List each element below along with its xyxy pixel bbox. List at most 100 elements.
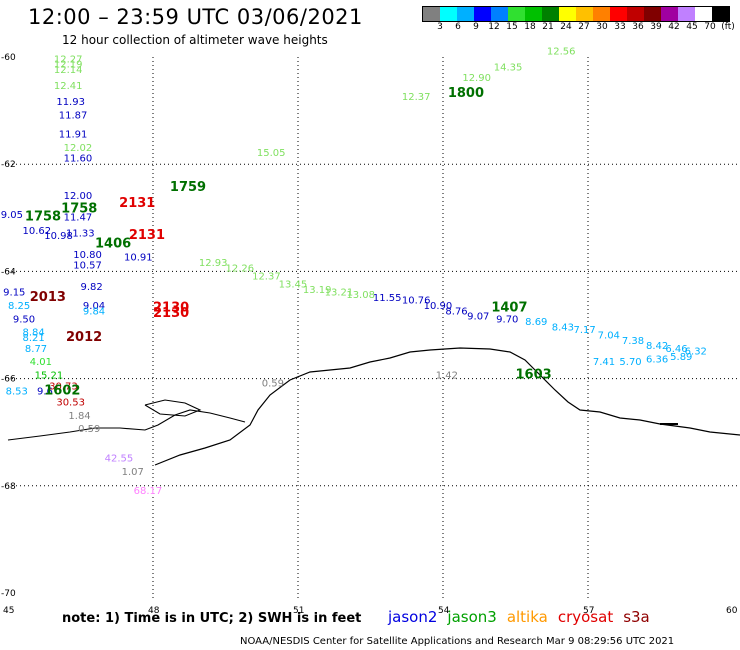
- legend-swatch: [712, 7, 729, 21]
- legend-tick-label: 12: [488, 22, 500, 32]
- wave-height-label: 6.32: [685, 346, 707, 357]
- credit-line: NOAA/NESDIS Center for Satellite Applica…: [240, 636, 675, 647]
- wave-height-label: 6.46: [665, 344, 687, 355]
- pass-times-layer: 1800175917581758213121311406201320122130…: [25, 86, 552, 398]
- legend-tick-label: 36: [632, 22, 644, 32]
- pass-time-label: 1407: [491, 301, 527, 316]
- legend-tick-label: 33: [614, 22, 626, 32]
- footnote: note: 1) Time is in UTC; 2) SWH is in fe…: [62, 611, 362, 626]
- wave-height-label: 8.43: [552, 322, 574, 333]
- wave-height-label: 8.76: [445, 306, 467, 317]
- wave-height-label: 10.57: [73, 261, 102, 272]
- legend-swatch: [423, 7, 440, 21]
- wave-height-label: 11.55: [373, 293, 402, 304]
- satellite-name: jason3: [447, 608, 497, 626]
- wave-height-label: 12.41: [54, 81, 83, 92]
- legend-tick-label: 9: [473, 22, 479, 32]
- lat-tick-label: -64: [1, 267, 16, 277]
- pass-time-label: 2131: [119, 196, 155, 211]
- lat-tick-label: -70: [1, 589, 16, 599]
- legend-tick-label: 30: [596, 22, 608, 32]
- wave-height-label: 10.62: [23, 226, 52, 237]
- wave-height-label: 7.04: [598, 330, 620, 341]
- wave-height-label: 0.59: [262, 379, 284, 390]
- pass-time-label: 2012: [66, 330, 102, 345]
- lon-tick-label: 45: [3, 606, 14, 616]
- satellite-name: altika: [506, 608, 548, 626]
- legend-swatch: [593, 7, 610, 21]
- wave-height-label: 10.98: [44, 231, 73, 242]
- wave-height-label: 5.89: [670, 352, 692, 363]
- satellite-name: jason2: [388, 608, 438, 626]
- wave-height-label: 9.05: [1, 210, 23, 221]
- ice-shelf-outline: [7, 409, 246, 441]
- wave-height-label: 10.80: [73, 250, 102, 261]
- lon-tick-label: 57: [583, 606, 594, 616]
- legend-tick-label: 45: [686, 22, 698, 32]
- legend-tick-label: 21: [542, 22, 554, 32]
- wave-height-label: 10.91: [124, 253, 153, 264]
- wave-height-label: 11.87: [59, 111, 88, 122]
- wave-height-label: 9.84: [83, 306, 105, 317]
- wave-height-label: 1.84: [68, 411, 90, 422]
- wave-height-label: 12.27: [54, 54, 83, 65]
- legend-swatch: [644, 7, 661, 21]
- wave-height-label: 7.17: [574, 325, 596, 336]
- wave-height-label: 10.90: [424, 301, 453, 312]
- chart-subtitle: 12 hour collection of altimeter wave hei…: [62, 33, 328, 47]
- wave-height-label: 12.37: [402, 92, 431, 103]
- wave-height-label: 0.59: [78, 424, 100, 435]
- wave-height-label: 10.76: [402, 296, 431, 307]
- wave-height-label: 11.33: [66, 229, 95, 240]
- coastline: [154, 347, 740, 466]
- wave-height-label: 11.47: [64, 212, 93, 223]
- pass-time-label: 1759: [170, 180, 206, 195]
- wave-height-label: 13.21: [325, 288, 354, 299]
- wave-height-label: 9.15: [3, 288, 25, 299]
- wave-height-label: 8.77: [25, 344, 47, 355]
- lat-tick-label: -60: [1, 53, 16, 63]
- legend-unit: (ft): [721, 22, 735, 32]
- wave-height-label: 7.38: [622, 336, 644, 347]
- legend-swatch: [542, 7, 559, 21]
- pass-time-label: 1602: [44, 384, 80, 399]
- wave-height-label: 12.19: [54, 60, 83, 71]
- pass-time-label: 2130: [153, 301, 189, 316]
- legend-tick-label: 42: [668, 22, 680, 32]
- wave-height-label: 9.07: [467, 312, 489, 323]
- pass-time-label: 2130: [153, 306, 189, 321]
- wave-height-label: 8.53: [6, 387, 28, 398]
- pass-time-label: 2131: [129, 228, 165, 243]
- wave-height-label: 1.07: [122, 467, 144, 478]
- wave-height-label: 15.05: [257, 148, 286, 159]
- wave-height-label: 11.60: [64, 154, 93, 165]
- legend-tick-label: 24: [560, 22, 572, 32]
- pass-time-label: 1758: [25, 209, 61, 224]
- wave-height-label: 5.70: [619, 357, 641, 368]
- wave-height-label: 9.50: [13, 314, 35, 325]
- wave-height-label: 11.93: [56, 97, 85, 108]
- wave-height-label: 9.04: [83, 301, 105, 312]
- wave-height-label: 30.53: [56, 397, 85, 408]
- wave-height-label: 1.42: [436, 371, 458, 382]
- wave-height-label: 8.42: [646, 341, 668, 352]
- wave-height-label: 13.08: [346, 290, 375, 301]
- legend-tick-label: 27: [578, 22, 590, 32]
- legend-tick-label: 3: [437, 22, 443, 32]
- pass-time-label: 2013: [30, 290, 66, 305]
- chart-title: 12:00 – 23:59 UTC 03/06/2021: [28, 5, 363, 29]
- wave-height-label: 30.73: [49, 381, 78, 392]
- satellite-legend: jason2 jason3 altika cryosat s3a: [388, 608, 650, 626]
- lon-tick-label: 60: [726, 606, 738, 616]
- legend-swatch: [627, 7, 644, 21]
- lat-tick-label: -66: [1, 375, 16, 385]
- wave-height-label: 14.35: [494, 62, 523, 73]
- lat-tick-label: -68: [1, 482, 16, 492]
- satellite-name: cryosat: [557, 608, 614, 626]
- wave-height-label: 8.25: [8, 301, 30, 312]
- wave-height-label: 12.56: [547, 46, 576, 57]
- legend-swatch: [678, 7, 695, 21]
- legend-swatch: [525, 7, 542, 21]
